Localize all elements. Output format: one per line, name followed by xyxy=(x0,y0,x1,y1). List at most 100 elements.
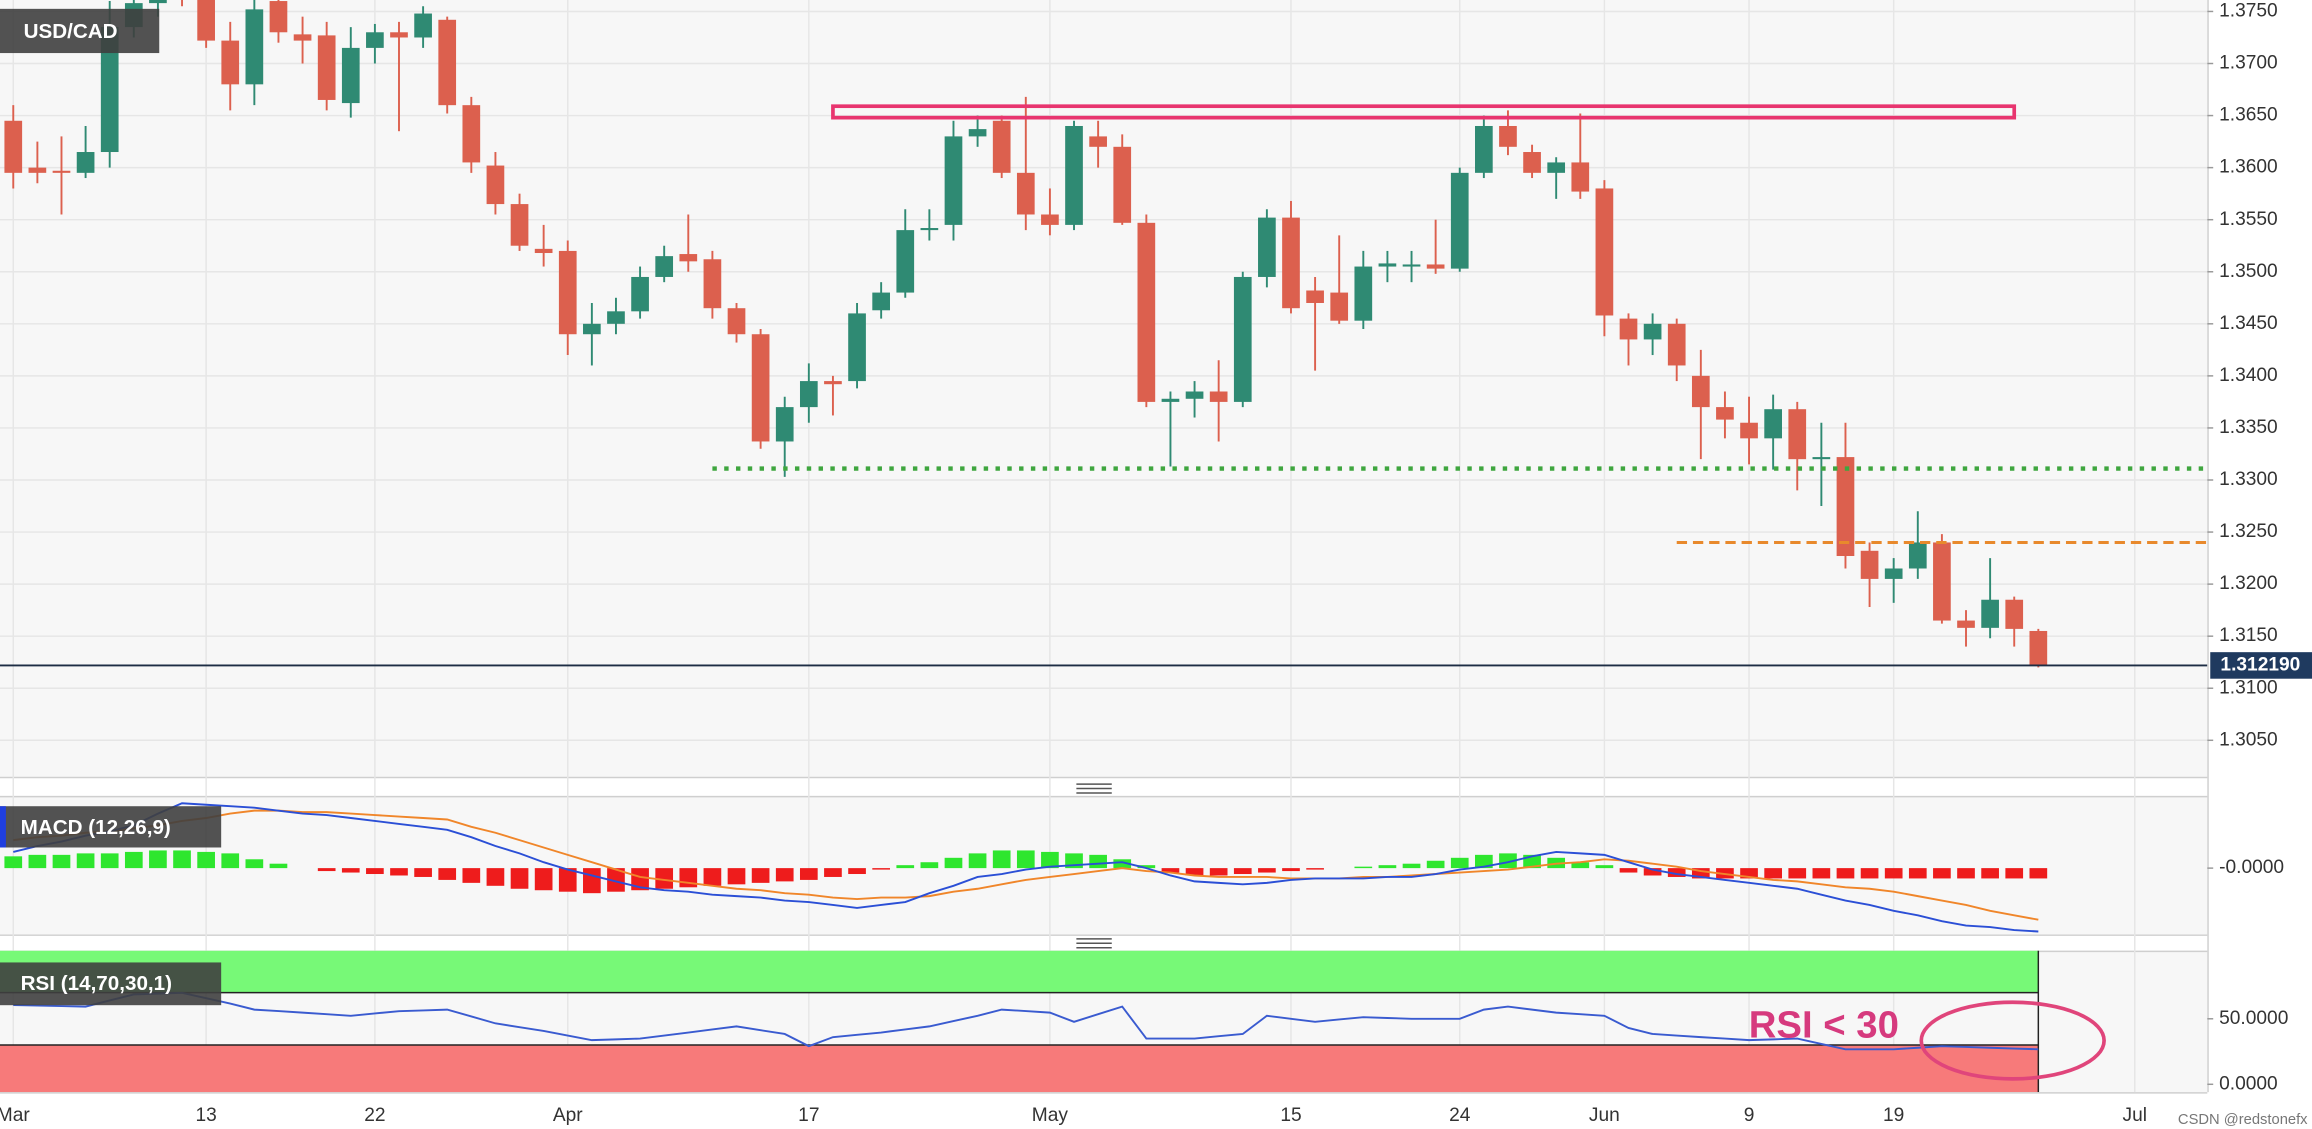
histogram-bar xyxy=(124,851,143,869)
candle-body xyxy=(76,152,95,173)
signal-line xyxy=(13,809,2039,921)
y-tick-label: 1.3400 xyxy=(2219,365,2278,386)
x-tick-label: Apr xyxy=(553,1105,583,1126)
candle-body xyxy=(221,40,240,85)
candle-body xyxy=(1619,318,1638,340)
x-tick-label: 9 xyxy=(1744,1105,1755,1126)
histogram-bar xyxy=(1571,862,1590,869)
candle-body xyxy=(583,323,601,335)
candle-body xyxy=(1643,323,1662,340)
histogram-bar xyxy=(1016,850,1035,869)
histogram-bar xyxy=(583,868,601,894)
resistance-zone xyxy=(831,104,2017,120)
macd-label-box xyxy=(0,806,222,848)
histogram-bar xyxy=(414,868,432,877)
histogram-bar xyxy=(245,859,264,869)
x-tick-label: 13 xyxy=(195,1105,216,1126)
candle-body xyxy=(1981,599,1999,628)
y-tick-label: 1.3650 xyxy=(2219,105,2278,126)
candle-body xyxy=(1282,217,1300,309)
symbol-box xyxy=(0,8,160,54)
last-price-box xyxy=(2210,652,2312,679)
candle-body xyxy=(1836,457,1855,557)
histogram-bar xyxy=(486,868,505,886)
histogram-bar xyxy=(52,854,71,869)
candle-body xyxy=(1016,172,1035,215)
histogram-bar xyxy=(1378,865,1397,869)
candle-body xyxy=(1523,152,1541,173)
macd-marker xyxy=(0,806,6,848)
macd-title: MACD (12,26,9) xyxy=(21,816,171,839)
candle-body xyxy=(1089,136,1107,147)
histogram-bar xyxy=(462,868,481,883)
candle-body xyxy=(1691,375,1710,408)
histogram-bar xyxy=(1884,868,1903,879)
candle-body xyxy=(1547,162,1566,173)
candle-body xyxy=(317,35,336,100)
candle-body xyxy=(1330,292,1349,321)
price-plot xyxy=(0,0,2208,668)
last-price-label: 1.312190 xyxy=(2220,654,2300,675)
histogram-bar xyxy=(848,868,866,875)
macd-line xyxy=(13,802,2039,933)
candle-body xyxy=(1402,264,1421,267)
histogram-bar xyxy=(872,868,891,870)
candle-body xyxy=(775,407,794,442)
histogram-bar xyxy=(1740,868,1758,879)
y-tick-label: 1.3550 xyxy=(2219,209,2278,230)
histogram-bar xyxy=(1957,868,1975,879)
histogram-bar xyxy=(655,868,674,889)
rsi-line xyxy=(13,991,2039,1051)
candle-body xyxy=(1860,550,1879,579)
histogram-bar xyxy=(28,854,47,869)
candle-body xyxy=(438,19,457,106)
y-tick-label: 1.3200 xyxy=(2219,573,2278,594)
candle-body xyxy=(1884,568,1903,579)
histogram-bar xyxy=(968,853,987,869)
histogram-bar xyxy=(1354,866,1373,869)
histogram-bar xyxy=(944,857,963,869)
rsi-label-box xyxy=(0,962,222,1006)
histogram-bar xyxy=(1643,868,1662,876)
y-tick-label: 1.3250 xyxy=(2219,521,2278,542)
x-tick-label: 19 xyxy=(1883,1105,1904,1126)
candle-body xyxy=(52,170,71,173)
histogram-bar xyxy=(1450,857,1469,869)
histogram-bar xyxy=(390,868,408,876)
candle-body xyxy=(920,228,939,231)
candle-body xyxy=(799,381,818,408)
candle-body xyxy=(341,47,360,104)
candle-body xyxy=(1475,125,1493,173)
watermark: CSDN @redstonefx xyxy=(2178,1112,2308,1128)
candle-body xyxy=(1065,125,1083,225)
candle-body xyxy=(1812,457,1831,460)
candle-body xyxy=(1426,264,1445,269)
candle-body xyxy=(1933,542,1951,621)
candle-body xyxy=(1764,409,1782,439)
y-tick-label: 1.3450 xyxy=(2219,313,2278,334)
resize-handle[interactable] xyxy=(1076,783,1112,949)
x-tick-label: Mar xyxy=(0,1105,30,1126)
y-tick-label: 1.3300 xyxy=(2219,469,2278,490)
histogram-bar xyxy=(607,868,625,892)
candle-body xyxy=(896,230,915,293)
candle-body xyxy=(558,250,577,335)
candle-body xyxy=(2029,630,2048,666)
candle-body xyxy=(1788,409,1807,460)
candle-body xyxy=(1740,422,1758,439)
histogram-bar xyxy=(1619,868,1638,873)
histogram-bar xyxy=(1113,859,1132,869)
histogram-bar xyxy=(727,868,746,885)
histogram-bar xyxy=(1161,868,1180,873)
candle-body xyxy=(4,120,23,173)
x-tick-label: May xyxy=(1032,1105,1069,1126)
candle-body xyxy=(1957,620,1975,628)
candle-body xyxy=(1258,217,1276,277)
histogram-bar xyxy=(221,853,240,869)
candle-body xyxy=(1185,391,1204,399)
candle-body xyxy=(510,204,529,246)
candle-body xyxy=(679,254,698,262)
x-tick-label: 24 xyxy=(1449,1105,1471,1126)
oversold-band xyxy=(0,1044,2039,1093)
